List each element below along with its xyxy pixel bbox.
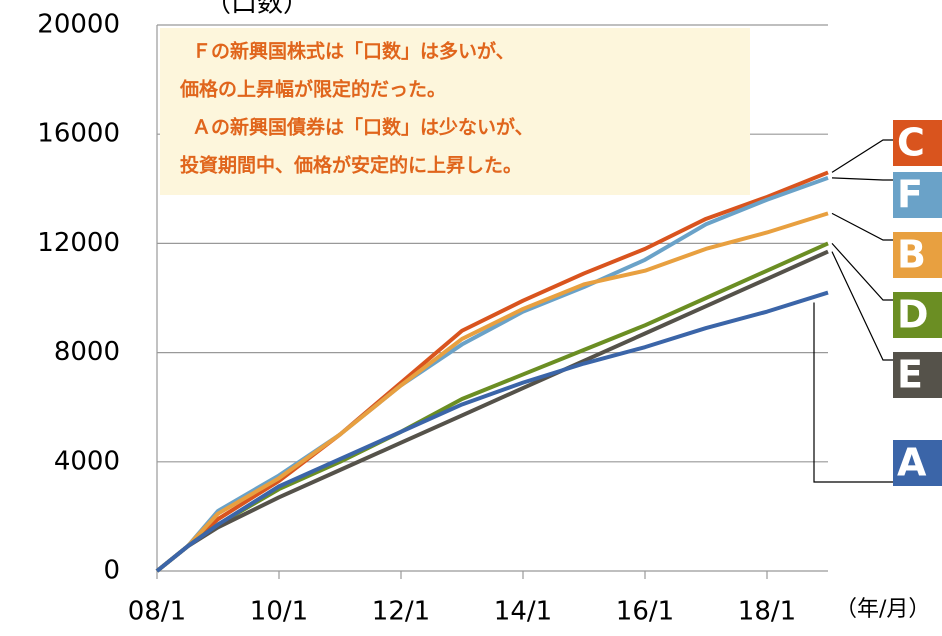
legend-swatch — [893, 232, 942, 278]
legend-label: E — [897, 353, 923, 397]
x-tick-label: 14/1 — [494, 597, 552, 627]
y-tick-label: 20000 — [37, 10, 120, 40]
legend-swatch — [893, 120, 942, 166]
leader-line — [831, 212, 893, 241]
x-tick-label: 08/1 — [128, 597, 186, 627]
annotation-text: Ａの新興国債券は「口数」は少ないが、 — [192, 116, 534, 139]
y-tick-label: 0 — [103, 556, 120, 586]
annotation-text: 投資期間中、価格が安定的に上昇した。 — [180, 154, 522, 177]
series-line — [155, 175, 829, 573]
y-tick-label: 4000 — [54, 446, 120, 476]
legend-label: C — [897, 121, 925, 165]
y-tick-label: 12000 — [37, 228, 120, 258]
legend-swatch — [893, 440, 942, 486]
legend-label: A — [897, 441, 927, 485]
legend-label: D — [897, 293, 929, 337]
series-line — [155, 241, 829, 573]
x-tick-label: 12/1 — [372, 597, 430, 627]
annotation-text: Ｆの新興国株式は「口数」は多いが、 — [192, 40, 515, 63]
x-axis-label: （年/月） — [835, 597, 930, 622]
leader-line — [831, 177, 893, 181]
leader-line — [831, 139, 893, 173]
legend-swatch — [893, 352, 942, 398]
legend-swatch — [893, 292, 942, 338]
leader-line — [831, 242, 893, 301]
legend-label: F — [897, 173, 923, 217]
legend-label: B — [897, 233, 926, 277]
series-line — [155, 211, 829, 573]
x-tick-label: 10/1 — [250, 597, 308, 627]
leader-line — [831, 251, 893, 361]
y-tick-label: 16000 — [37, 119, 120, 149]
y-axis-label: （口数） — [205, 0, 309, 19]
y-tick-label: 8000 — [54, 337, 120, 367]
annotation-text: 価格の上昇幅が限定的だった。 — [179, 78, 446, 101]
series-line — [155, 249, 829, 573]
x-tick-label: 16/1 — [616, 597, 674, 627]
series-line — [155, 170, 829, 573]
legend-swatch — [893, 172, 942, 218]
annotation-box — [160, 28, 750, 195]
x-tick-label: 18/1 — [738, 597, 796, 627]
leader-line — [813, 302, 893, 483]
series-line — [155, 290, 829, 573]
